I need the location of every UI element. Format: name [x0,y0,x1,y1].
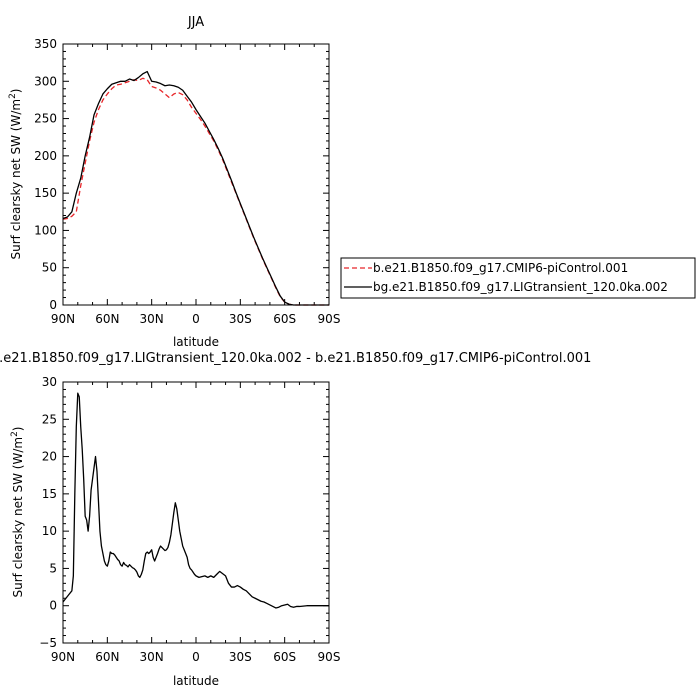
top-xlabel: latitude [173,335,219,349]
top-ylabel: Surf clearsky net SW (W/m2) [8,89,23,260]
bottom-title: bg.e21.B1850.f09_g17.LIGtransient_120.0k… [0,351,591,366]
bottom-xlabel: latitude [173,674,219,688]
bottom-xtick-label: 0 [192,650,200,664]
bottom-ytick-label: 10 [42,524,57,538]
legend-box [340,257,696,299]
top-ytick-label: 300 [34,74,57,88]
bottom-xtick-label: 60S [273,650,296,664]
bottom-ytick-label: 0 [49,599,57,613]
top-xtick-label: 30N [140,312,164,326]
top-xtick-label: 0 [192,312,200,326]
legend: b.e21.B1850.f09_g17.CMIP6-piControl.001 … [340,257,696,299]
bottom-ytick-label: 20 [42,450,57,464]
legend-label-picontrol: b.e21.B1850.f09_g17.CMIP6-piControl.001 [373,261,628,275]
bottom-xtick-label: 30S [229,650,252,664]
top-ytick-label: 0 [49,298,57,312]
top-xtick-label: 30S [229,312,252,326]
bottom-plot-layer: 90N 60N 30N 0 30S 60S 90S −5 0 5 10 15 20 25 30 [39,375,340,664]
bottom-ytick-label: −5 [39,636,57,650]
top-xtick-label: 60N [95,312,119,326]
top-plot-layer: 90N 60N 30N 0 30S 60S 90S 0 50 100 150 200 250 300 350 [34,37,340,326]
top-series-line-1 [62,70,329,306]
bottom-xtick-label: 30N [140,650,164,664]
top-panel: JJA 90N 60N 30N 0 30S 60S 90S 0 50 100 150 200 250 30… [8,15,340,349]
bottom-xtick-label: 90N [51,650,75,664]
bottom-ylabel: Surf clearsky net SW (W/m2) [10,427,25,598]
top-ytick-label: 350 [34,37,57,51]
bottom-plot-frame [62,381,330,644]
top-title: JJA [187,15,204,30]
top-xtick-label: 60S [273,312,296,326]
bottom-ytick-label: 30 [42,375,57,389]
top-xtick-label: 90N [51,312,75,326]
bottom-ytick-label: 25 [42,412,57,426]
top-ytick-label: 250 [34,112,57,126]
legend-label-ligtransient: bg.e21.B1850.f09_g17.LIGtransient_120.0k… [373,280,668,294]
top-xtick-label: 90S [318,312,341,326]
top-series-line-0 [62,77,329,306]
bottom-panel: bg.e21.B1850.f09_g17.LIGtransient_120.0k… [0,351,591,688]
top-ytick-label: 50 [42,261,57,275]
top-ytick-label: 100 [34,223,57,237]
top-plot-frame [62,43,330,306]
bottom-xtick-label: 60N [95,650,119,664]
bottom-xtick-label: 90S [318,650,341,664]
top-ytick-label: 150 [34,186,57,200]
bottom-ytick-label: 15 [42,487,57,501]
bottom-ytick-label: 5 [49,561,57,575]
bottom-series-line-0 [62,392,329,609]
top-ytick-label: 200 [34,149,57,163]
